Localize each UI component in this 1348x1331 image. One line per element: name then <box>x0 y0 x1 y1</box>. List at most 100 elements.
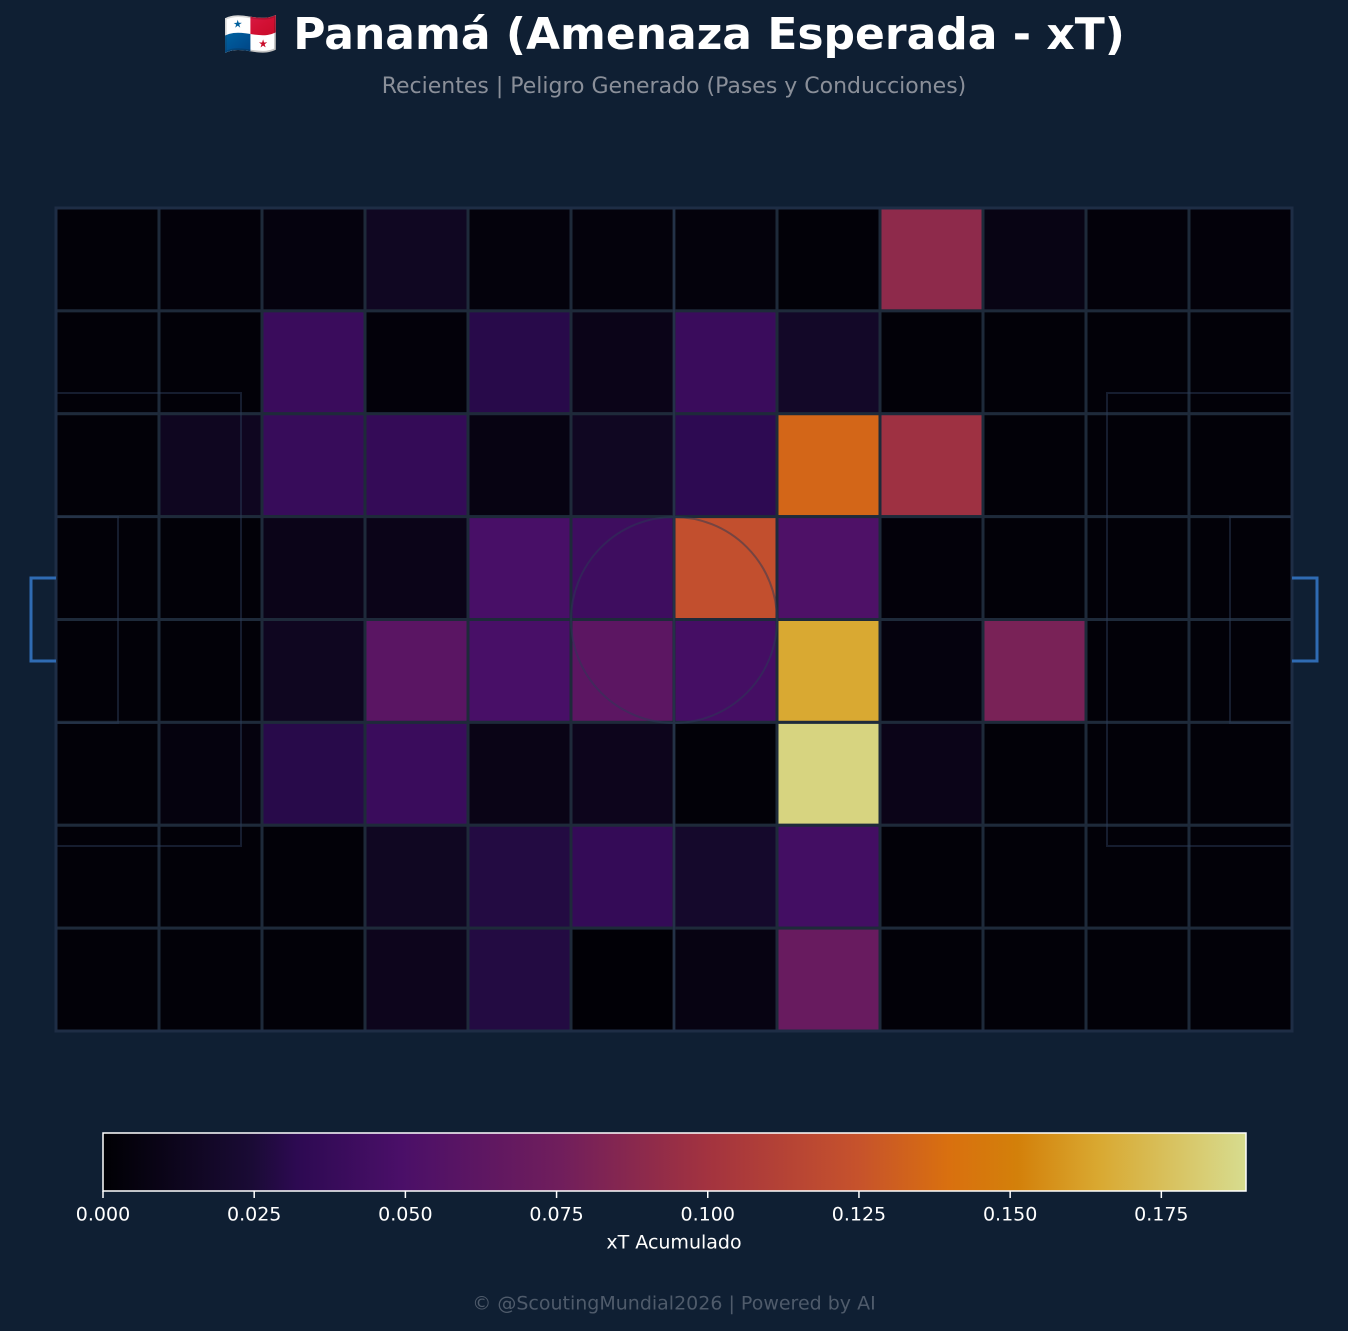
heat-cell <box>878 720 985 827</box>
heat-cell <box>363 309 470 416</box>
heat-cell <box>981 309 1088 416</box>
heat-cell <box>878 926 985 1033</box>
heat-cell <box>1187 515 1294 621</box>
heat-cell <box>1084 720 1191 827</box>
heat-cell <box>466 309 573 416</box>
goal <box>29 576 56 663</box>
heat-cell <box>775 926 882 1033</box>
heat-cell <box>466 926 573 1033</box>
heat-cell <box>260 412 367 519</box>
heat-cell <box>1084 926 1191 1033</box>
heat-cell <box>1084 309 1191 416</box>
heat-cell <box>1084 206 1191 313</box>
colorbar-tick-label: 0.000 <box>76 1204 130 1226</box>
heat-cell <box>1084 412 1191 519</box>
chart-subtitle: Recientes | Peligro Generado (Pases y Co… <box>382 74 967 99</box>
footer: © @ScoutingMundial2026 | Powered by AI <box>472 1293 875 1315</box>
heat-cell <box>157 309 264 416</box>
goal <box>1292 576 1319 663</box>
colorbar-tick-label: 0.175 <box>1134 1204 1188 1226</box>
heat-cell <box>54 823 161 930</box>
heat-cell <box>878 618 985 724</box>
heat-cell <box>981 926 1088 1033</box>
heat-cell <box>260 515 367 621</box>
heat-cell <box>466 412 573 519</box>
heat-cell <box>363 618 470 724</box>
chart-title: 🇵🇦 Panamá (Amenaza Esperada - xT) <box>223 9 1125 60</box>
heat-cell <box>54 309 161 416</box>
colorbar-tick-label: 0.150 <box>983 1204 1037 1226</box>
heat-cell <box>569 618 676 724</box>
colorbar-tick-label: 0.125 <box>832 1204 886 1226</box>
heat-cell <box>1187 412 1294 519</box>
heat-cell <box>775 618 882 724</box>
heat-cell <box>672 720 779 827</box>
colorbar-tick-label: 0.025 <box>227 1204 281 1226</box>
heat-cell <box>363 515 470 621</box>
heat-cell <box>157 206 264 313</box>
heat-cell <box>260 926 367 1033</box>
pitch-border <box>54 206 1294 1033</box>
heat-cell <box>1187 618 1294 724</box>
heat-cell <box>157 720 264 827</box>
heat-cell <box>775 823 882 930</box>
heat-cell <box>981 412 1088 519</box>
heat-cell <box>1187 309 1294 416</box>
heat-cell <box>569 720 676 827</box>
heat-cell <box>363 926 470 1033</box>
heatmap <box>54 206 1294 1033</box>
heat-cell <box>157 823 264 930</box>
heat-cell <box>672 515 779 621</box>
heat-cell <box>878 412 985 519</box>
heat-cell <box>981 618 1088 724</box>
heat-cell <box>1187 926 1294 1033</box>
heat-cell <box>981 720 1088 827</box>
heat-cell <box>1187 823 1294 930</box>
heat-cell <box>775 720 882 827</box>
heat-cell <box>54 515 161 621</box>
heat-cell <box>878 823 985 930</box>
heat-cell <box>775 206 882 313</box>
heat-cell <box>260 618 367 724</box>
heat-cell <box>363 720 470 827</box>
heat-cell <box>260 206 367 313</box>
heat-cell <box>466 206 573 313</box>
heat-cell <box>260 720 367 827</box>
heat-cell <box>260 309 367 416</box>
heat-cell <box>569 926 676 1033</box>
heat-cell <box>157 618 264 724</box>
heat-cell <box>981 515 1088 621</box>
heat-cell <box>1084 618 1191 724</box>
heat-cell <box>157 515 264 621</box>
heat-cell <box>466 720 573 827</box>
colorbar-tick-label: 0.100 <box>681 1204 735 1226</box>
colorbar-ticks: 0.000 0.025 0.050 0.075 0.100 0.125 0.150 0.175 <box>76 1191 1189 1226</box>
heat-cell <box>569 206 676 313</box>
heat-cell <box>672 412 779 519</box>
heat-cell <box>466 515 573 621</box>
heat-cell <box>363 823 470 930</box>
heat-cell <box>672 823 779 930</box>
heat-cell <box>569 515 676 621</box>
colorbar-label: xT Acumulado <box>606 1232 741 1254</box>
heat-cell <box>363 206 470 313</box>
heat-cell <box>157 412 264 519</box>
heat-cell <box>466 823 573 930</box>
heat-cell <box>260 823 367 930</box>
heat-cell <box>672 309 779 416</box>
heat-cell <box>981 206 1088 313</box>
heat-cell <box>54 720 161 827</box>
heat-cell <box>775 515 882 621</box>
colorbar <box>102 1132 1247 1192</box>
heat-cell <box>672 618 779 724</box>
heat-cell <box>878 309 985 416</box>
heat-cell <box>54 926 161 1033</box>
heat-cell <box>54 618 161 724</box>
heat-cell <box>878 206 985 313</box>
heat-cell <box>157 926 264 1033</box>
heat-cell <box>1084 823 1191 930</box>
heat-cell <box>1187 206 1294 313</box>
heat-cell <box>466 618 573 724</box>
